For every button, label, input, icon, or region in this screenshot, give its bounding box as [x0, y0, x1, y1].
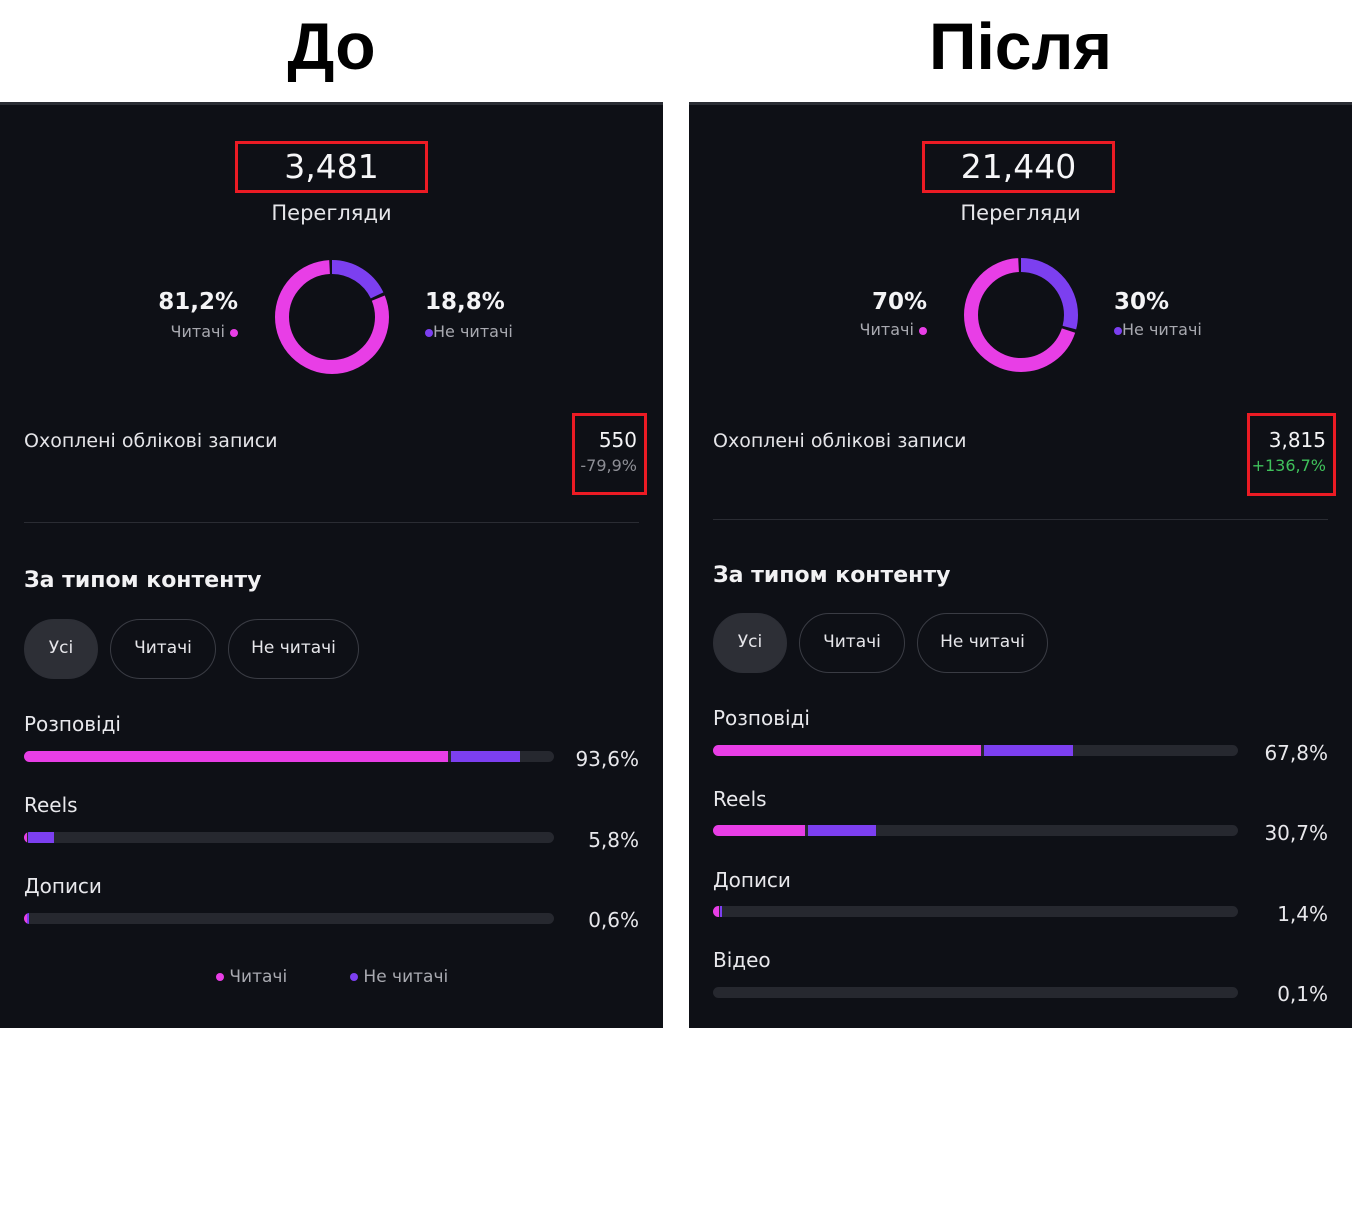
bar-stories — [24, 751, 554, 762]
bar-posts — [713, 906, 1238, 917]
bar-segment-non-followers — [983, 745, 1073, 756]
bar-segment-followers — [24, 832, 28, 843]
audience-donut-chart — [275, 260, 389, 374]
followers-label: Читачі — [170, 322, 225, 341]
bar-segment-followers — [713, 825, 805, 836]
before-heading: До — [287, 9, 376, 83]
after-panel: 21,440 Перегляди 70% Читачі 30% Не читач… — [689, 102, 1352, 1028]
views-value: 21,440 — [922, 141, 1115, 193]
legend-followers: Читачі — [216, 967, 287, 987]
legend-non-followers: Не читачі — [350, 967, 448, 987]
row-label-video: Відео — [713, 948, 771, 972]
content-type-title: За типом контенту — [24, 568, 262, 593]
bar-segment-non-followers — [807, 825, 877, 836]
non-followers-legend: Не читачі — [1114, 320, 1202, 339]
filter-all-button[interactable]: Усі — [713, 613, 787, 673]
followers-percent: 70% — [871, 289, 927, 315]
followers-label: Читачі — [859, 320, 914, 339]
before-panel: 3,481 Перегляди 81,2% Читачі 18,8% Не чи… — [0, 102, 663, 1028]
bar-segment-non-followers — [451, 751, 520, 762]
legend-followers-label: Читачі — [229, 967, 288, 987]
non-followers-dot-icon — [1114, 326, 1122, 335]
non-followers-label: Не читачі — [433, 322, 513, 341]
bar-reels — [24, 832, 554, 843]
bar-posts — [24, 913, 554, 924]
bar-segment-non-followers — [27, 832, 55, 843]
non-followers-legend: Не читачі — [425, 322, 513, 341]
bar-segment-followers — [24, 751, 448, 762]
row-label-stories: Розповіді — [713, 706, 810, 730]
bar-stories — [713, 745, 1238, 756]
row-label-posts: Дописи — [24, 874, 102, 898]
non-followers-dot-icon — [350, 973, 358, 981]
row-label-posts: Дописи — [713, 868, 791, 892]
accounts-reached-box: 3,815 +136,7% — [1247, 413, 1336, 496]
followers-dot-icon — [216, 973, 224, 981]
views-label: Перегляди — [271, 201, 392, 225]
audience-donut-chart — [964, 258, 1078, 372]
after-heading: Після — [929, 9, 1112, 83]
donut-slice-followers — [964, 258, 1078, 372]
row-label-stories: Розповіді — [24, 712, 121, 736]
row-percent-reels: 30,7% — [1264, 821, 1328, 845]
bar-reels — [713, 825, 1238, 836]
row-label-reels: Reels — [713, 787, 767, 811]
row-percent-stories: 93,6% — [575, 747, 639, 771]
followers-legend: Читачі — [171, 322, 238, 341]
donut-slice-non-followers — [964, 258, 1078, 372]
accounts-reached-box: 550 -79,9% — [572, 413, 647, 495]
legend-non-followers-label: Не читачі — [363, 967, 449, 987]
filter-all-button[interactable]: Усі — [24, 619, 98, 679]
bar-video — [713, 987, 1238, 998]
followers-dot-icon — [230, 328, 238, 337]
followers-legend: Читачі — [860, 320, 927, 339]
followers-percent: 81,2% — [158, 289, 238, 315]
divider — [24, 522, 639, 523]
accounts-reached-label: Охоплені облікові записи — [713, 430, 967, 452]
row-percent-posts: 1,4% — [1277, 902, 1328, 926]
accounts-reached-change: -79,9% — [580, 456, 637, 475]
views-label: Перегляди — [960, 201, 1081, 225]
filter-non-followers-button[interactable]: Не читачі — [917, 613, 1048, 673]
accounts-reached-change: +136,7% — [1251, 456, 1326, 475]
filter-followers-button[interactable]: Читачі — [110, 619, 216, 679]
donut-slice-non-followers — [275, 260, 389, 374]
filter-followers-button[interactable]: Читачі — [799, 613, 905, 673]
accounts-reached-value: 550 — [598, 428, 637, 452]
accounts-reached-value: 3,815 — [1268, 428, 1326, 452]
bar-segment-non-followers — [720, 906, 723, 917]
views-value: 3,481 — [235, 141, 428, 193]
row-percent-reels: 5,8% — [588, 828, 639, 852]
followers-dot-icon — [919, 326, 927, 335]
non-followers-percent: 18,8% — [425, 289, 505, 315]
row-percent-video: 0,1% — [1277, 982, 1328, 1006]
non-followers-percent: 30% — [1114, 289, 1170, 315]
non-followers-label: Не читачі — [1122, 320, 1202, 339]
bar-segment-followers — [713, 745, 981, 756]
row-percent-stories: 67,8% — [1264, 741, 1328, 765]
bar-segment-followers — [713, 906, 720, 917]
donut-slice-followers — [275, 260, 389, 374]
accounts-reached-label: Охоплені облікові записи — [24, 430, 278, 452]
non-followers-dot-icon — [425, 328, 433, 337]
row-percent-posts: 0,6% — [588, 908, 639, 932]
row-label-reels: Reels — [24, 793, 78, 817]
content-type-title: За типом контенту — [713, 563, 951, 588]
bar-segment-non-followers — [27, 913, 30, 924]
divider — [713, 519, 1328, 520]
bar-segment-followers — [24, 913, 28, 924]
filter-non-followers-button[interactable]: Не читачі — [228, 619, 359, 679]
